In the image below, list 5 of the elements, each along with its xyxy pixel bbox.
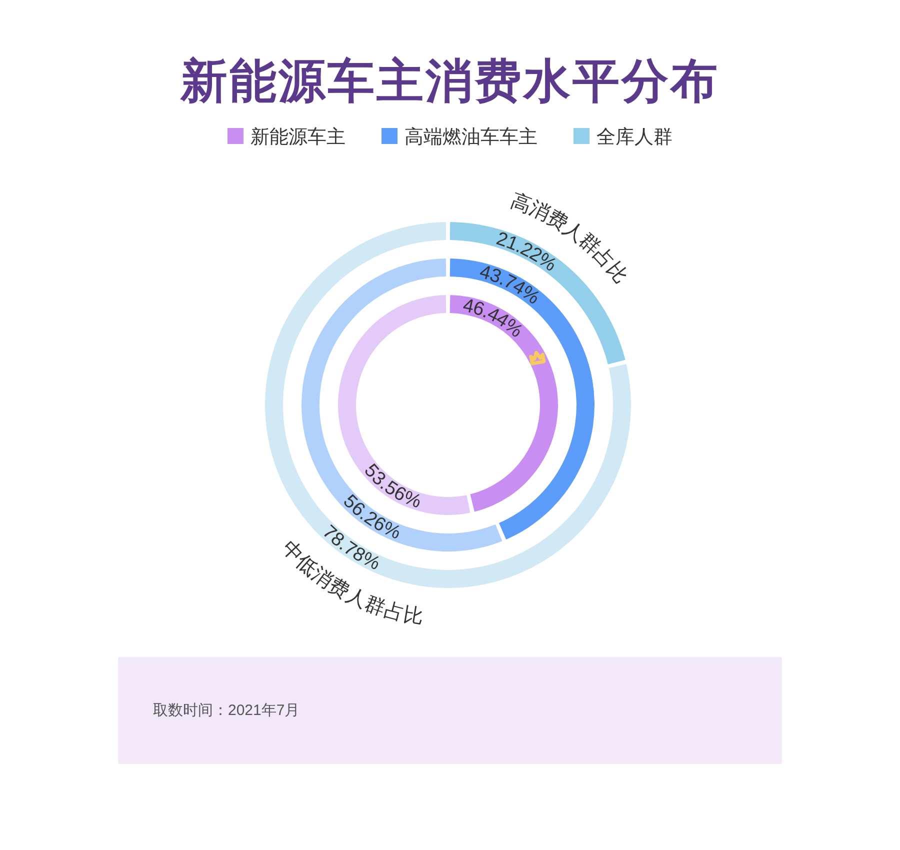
annotation: 取数时间：2021年7月 [153, 702, 300, 719]
legend-label: 新能源车主 [250, 127, 346, 148]
legend-label: 高端燃油车车主 [404, 127, 538, 148]
legend-label: 全库人群 [596, 127, 672, 148]
title: 新能源车主消费水平分布 [180, 54, 720, 107]
